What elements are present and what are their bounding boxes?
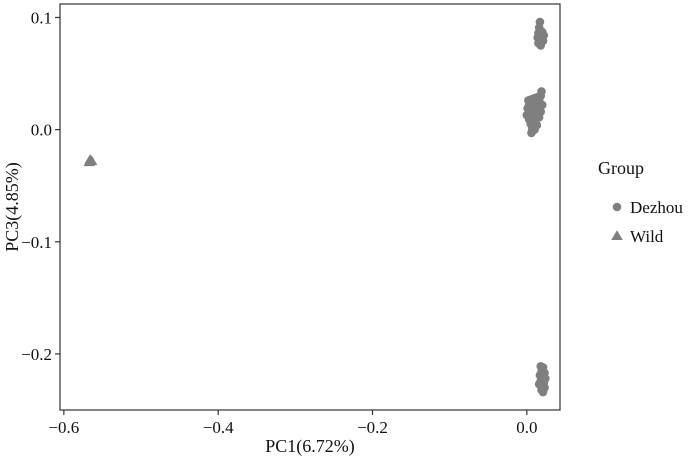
legend-dezhou-label: Dezhou <box>630 198 683 217</box>
x-axis-title: PC1(6.72%) <box>265 436 355 457</box>
y-axis: −0.2 −0.1 0.0 0.1 <box>21 8 60 364</box>
y-tick-label: −0.1 <box>21 233 52 252</box>
legend-items: Dezhou Wild <box>611 198 683 246</box>
legend: Group Dezhou Wild <box>598 158 683 246</box>
dezhou-point <box>534 38 543 48</box>
dezhou-point <box>527 128 536 138</box>
x-axis: −0.6 −0.4 −0.2 0.0 <box>48 410 537 437</box>
y-tick-label: 0.1 <box>31 8 52 27</box>
x-tick-label: −0.6 <box>48 418 79 437</box>
y-tick-label: 0.0 <box>31 121 52 140</box>
x-tick-label: −0.4 <box>203 418 234 437</box>
wild-point <box>83 156 96 167</box>
legend-dezhou-marker <box>612 202 622 212</box>
dezhou-point <box>538 387 548 397</box>
y-axis-title: PC3(4.85%) <box>2 162 23 252</box>
legend-wild-marker <box>611 230 623 241</box>
legend-title: Group <box>598 158 644 178</box>
plot-panel <box>59 3 561 411</box>
y-tick-label: −0.2 <box>21 345 52 364</box>
data-points <box>83 17 550 397</box>
x-tick-label: 0.0 <box>516 418 537 437</box>
legend-wild-label: Wild <box>630 227 664 246</box>
x-tick-label: −0.2 <box>357 418 388 437</box>
